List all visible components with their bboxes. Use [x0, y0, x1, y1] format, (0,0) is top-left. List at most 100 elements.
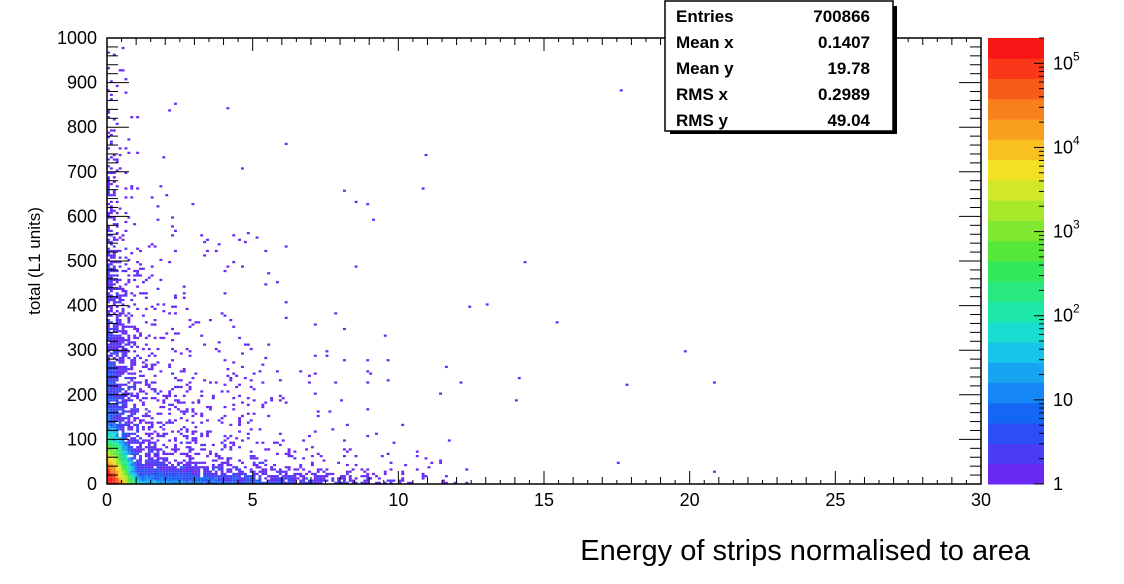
- heatmap-cell: [130, 345, 134, 348]
- heatmap-cell: [115, 200, 119, 204]
- heatmap-cell: [223, 439, 227, 442]
- heatmap-cell: [206, 455, 209, 458]
- heatmap-cell: [200, 432, 204, 435]
- heatmap-cell: [156, 434, 160, 438]
- heatmap-cell: [331, 472, 335, 476]
- heatmap-cell: [109, 278, 113, 282]
- heatmap-cell: [340, 475, 343, 478]
- heatmap-cell: [133, 412, 137, 415]
- heatmap-cell: [118, 421, 122, 424]
- heatmap-cell: [174, 350, 177, 353]
- heatmap-cell: [150, 479, 154, 482]
- heatmap-cell: [121, 481, 125, 484]
- heatmap-cell: [217, 457, 221, 460]
- heatmap-cell: [415, 450, 419, 453]
- heatmap-cell: [442, 479, 445, 482]
- heatmap-cell: [200, 479, 204, 482]
- heatmap-cell: [109, 234, 113, 237]
- heatmap-cell: [270, 466, 274, 469]
- heatmap-cell: [264, 463, 268, 467]
- heatmap-cell: [223, 292, 227, 295]
- heatmap-cell: [229, 379, 233, 382]
- heatmap-cell: [331, 477, 335, 480]
- heatmap-cell: [136, 116, 140, 119]
- heatmap-cell: [107, 274, 110, 277]
- heatmap-cell: [147, 439, 151, 442]
- heatmap-cell: [444, 365, 448, 369]
- heatmap-cell: [217, 455, 221, 458]
- colorbar-swatch: [988, 321, 1044, 343]
- heatmap-cell: [115, 443, 119, 447]
- heatmap-cell: [112, 296, 116, 299]
- heatmap-cell: [109, 434, 113, 438]
- heatmap-cell: [115, 278, 119, 282]
- heatmap-cell: [168, 421, 172, 424]
- heatmap-cell: [139, 479, 142, 482]
- heatmap-cell: [235, 472, 239, 476]
- heatmap-cell: [243, 475, 247, 478]
- heatmap-cell: [118, 405, 122, 409]
- heatmap-cell: [115, 374, 119, 377]
- heatmap-cell: [290, 479, 294, 482]
- heatmap-cell: [238, 238, 242, 241]
- heatmap-cell: [130, 459, 134, 462]
- heatmap-cell: [107, 227, 110, 230]
- heatmap-cell: [176, 408, 180, 411]
- heatmap-cell: [121, 372, 125, 375]
- heatmap-cell: [147, 468, 151, 471]
- heatmap-cell: [243, 240, 247, 244]
- heatmap-cell: [109, 182, 113, 186]
- heatmap-cell: [293, 468, 297, 471]
- heatmap-cell: [246, 232, 250, 235]
- heatmap-cell: [124, 443, 128, 447]
- heatmap-cell: [153, 318, 157, 322]
- heatmap-cell: [136, 446, 140, 449]
- heatmap-cell: [136, 269, 140, 273]
- heatmap-cell: [191, 432, 195, 435]
- heatmap-cell: [337, 481, 341, 484]
- heatmap-cell: [156, 470, 160, 473]
- heatmap-cell: [246, 432, 250, 435]
- heatmap-cell: [176, 332, 180, 335]
- heatmap-cell: [107, 258, 110, 261]
- heatmap-cell: [238, 459, 242, 462]
- heatmap-cell: [264, 283, 268, 286]
- heatmap-cell: [176, 399, 180, 402]
- heatmap-cell: [124, 354, 128, 357]
- heatmap-cell: [243, 472, 247, 476]
- heatmap-cell: [115, 412, 119, 415]
- heatmap-cell: [275, 479, 279, 482]
- heatmap-cell: [124, 479, 128, 482]
- heatmap-cell: [107, 401, 110, 404]
- heatmap-cell: [115, 466, 119, 469]
- heatmap-cell: [185, 428, 189, 431]
- heatmap-cell: [363, 470, 367, 473]
- heatmap-cell: [107, 370, 110, 373]
- heatmap-cell: [238, 417, 242, 420]
- heatmap-cell: [118, 448, 122, 451]
- x-axis-title: Energy of strips normalised to area: [580, 535, 1031, 567]
- heatmap-cell: [144, 479, 148, 482]
- heatmap-cell: [241, 481, 244, 484]
- heatmap-cell: [118, 69, 122, 72]
- heatmap-cell: [109, 254, 113, 257]
- heatmap-cell: [252, 470, 256, 473]
- heatmap-cell: [133, 376, 137, 380]
- heatmap-cell: [121, 46, 125, 50]
- heatmap-cell: [130, 463, 134, 467]
- heatmap-cell: [118, 466, 122, 469]
- heatmap-cell: [243, 466, 247, 469]
- heatmap-cell: [115, 325, 119, 328]
- heatmap-cell: [188, 388, 192, 391]
- heatmap-cell: [238, 472, 242, 476]
- heatmap-cell: [179, 472, 183, 476]
- heatmap-cell: [127, 472, 131, 476]
- heatmap-cell: [208, 452, 212, 456]
- heatmap-cell: [159, 421, 163, 424]
- heatmap-cell: [275, 481, 279, 484]
- heatmap-cell: [220, 472, 224, 476]
- heatmap-cell: [348, 470, 352, 473]
- heatmap-cell: [112, 446, 116, 449]
- heatmap-cell: [115, 392, 119, 395]
- heatmap-cell: [147, 426, 151, 429]
